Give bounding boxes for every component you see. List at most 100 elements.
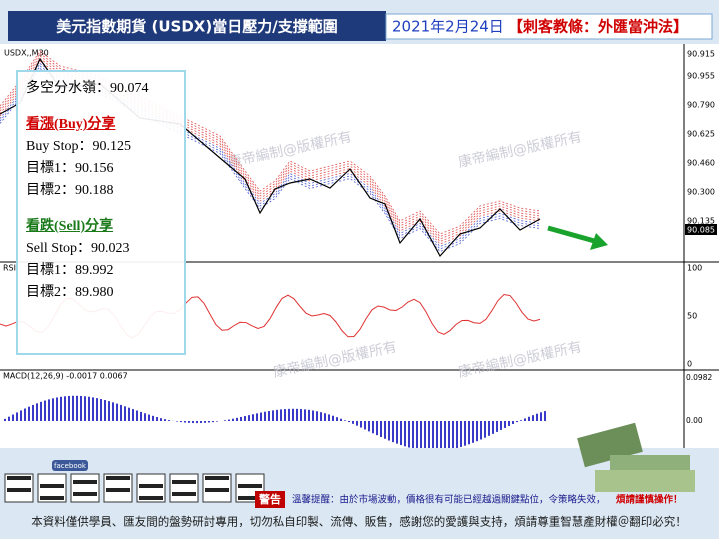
macd-bar xyxy=(140,411,142,421)
macd-bar xyxy=(316,411,318,421)
qr-cell xyxy=(110,488,114,492)
qr-cell xyxy=(19,476,23,480)
pivot: 多空分水嶺：90.074 xyxy=(26,81,149,96)
macd-bar xyxy=(500,421,502,430)
sell-stop: Sell Stop：90.023 xyxy=(26,241,130,256)
ribbon xyxy=(0,62,541,247)
qr-cell xyxy=(23,488,27,492)
macd-bar xyxy=(148,414,150,421)
macd-bar xyxy=(264,411,266,421)
sell-target1: 目標1：89.992 xyxy=(26,263,114,278)
qr-cell xyxy=(151,484,155,488)
qr-cell xyxy=(172,492,176,496)
ribbon xyxy=(0,67,541,252)
qr-cell xyxy=(27,476,31,480)
qr-cell xyxy=(93,480,97,484)
fb-label: facebook xyxy=(54,462,87,470)
qr-cell xyxy=(209,488,213,492)
qr-cell xyxy=(118,488,122,492)
price-tick: 90.915 xyxy=(687,50,715,59)
macd-bar xyxy=(312,410,314,421)
qr-cell xyxy=(250,496,254,500)
sell-target2: 目標2：89.980 xyxy=(26,285,114,300)
macd-bar xyxy=(88,396,90,421)
spacer xyxy=(26,100,184,114)
macd-bar xyxy=(144,413,146,421)
macd-bar xyxy=(356,421,358,426)
macd-bar xyxy=(332,415,334,421)
qr-cell xyxy=(81,480,85,484)
qr-cell xyxy=(23,476,27,480)
macd-bar xyxy=(260,412,262,421)
macd-bar xyxy=(252,414,254,421)
qr-cell xyxy=(139,484,143,488)
warning-badge-box xyxy=(255,491,285,508)
qr-cell xyxy=(213,488,217,492)
macd-bar xyxy=(96,398,98,421)
qr-cell xyxy=(7,476,11,480)
qr-cell xyxy=(11,476,15,480)
qr-cell xyxy=(106,476,110,480)
qr-cell xyxy=(114,476,118,480)
macd-bar xyxy=(488,421,490,436)
macd-bar xyxy=(440,421,442,451)
symbol: USDX,,M30 xyxy=(4,49,49,58)
spacer xyxy=(26,202,184,216)
qr-cell xyxy=(44,496,48,500)
macd-bar xyxy=(388,421,390,441)
macd-bar xyxy=(520,420,522,421)
fb-badge xyxy=(52,460,88,471)
macd-bar xyxy=(508,421,510,426)
macd-bar xyxy=(232,418,234,421)
price-tick: 90.300 xyxy=(687,188,715,197)
macd-bar xyxy=(428,421,430,451)
qr-cell xyxy=(205,488,209,492)
qr-cell xyxy=(106,488,110,492)
date: 2021年2月24日 xyxy=(392,18,504,36)
macd-bar xyxy=(256,413,258,421)
qr-cell xyxy=(209,476,213,480)
qr-cell xyxy=(114,488,118,492)
qr-cell xyxy=(184,492,188,496)
macd-bar xyxy=(200,421,202,424)
qr-cell xyxy=(48,496,52,500)
rsi-tick: 100 xyxy=(687,264,702,273)
qr-cell xyxy=(118,476,122,480)
macd-bar xyxy=(372,421,374,434)
qr-cell xyxy=(15,488,19,492)
qr-cell xyxy=(180,492,184,496)
macd-bar xyxy=(300,409,302,421)
qr-cell xyxy=(126,476,130,480)
qr-cell xyxy=(159,496,163,500)
macd-bar xyxy=(528,416,530,421)
macd-bar xyxy=(304,409,306,421)
macd-bar xyxy=(4,418,6,421)
macd-bar xyxy=(52,398,54,421)
macd-bar xyxy=(16,412,18,421)
macd-bar xyxy=(536,413,538,421)
rsi-label: RSI xyxy=(3,264,16,273)
macd-bar xyxy=(444,421,446,451)
buy-target2: 目標2：90.188 xyxy=(26,183,114,198)
macd-bar xyxy=(156,417,158,421)
qr-cell xyxy=(110,476,114,480)
rsi-tick: 50 xyxy=(687,312,697,321)
qr-cell xyxy=(89,492,93,496)
macd-bar xyxy=(396,421,398,444)
macd-bar xyxy=(276,409,278,421)
macd-bar xyxy=(352,421,354,424)
qr-cell xyxy=(221,476,225,480)
qr-cell xyxy=(56,496,60,500)
buy-target1: 目標1：90.156 xyxy=(26,161,114,176)
macd-bar xyxy=(504,421,506,428)
qr-cell xyxy=(242,484,246,488)
qr-cell xyxy=(172,480,176,484)
qr-cell xyxy=(147,496,151,500)
macd-bar xyxy=(192,421,194,424)
macd-bar xyxy=(100,399,102,421)
macd-bar xyxy=(48,399,50,421)
warning-emphasis: 煩請謹慎操作！ xyxy=(616,494,683,506)
qr-cell xyxy=(27,488,31,492)
ribbon xyxy=(0,60,541,245)
macd-bar xyxy=(116,403,118,421)
